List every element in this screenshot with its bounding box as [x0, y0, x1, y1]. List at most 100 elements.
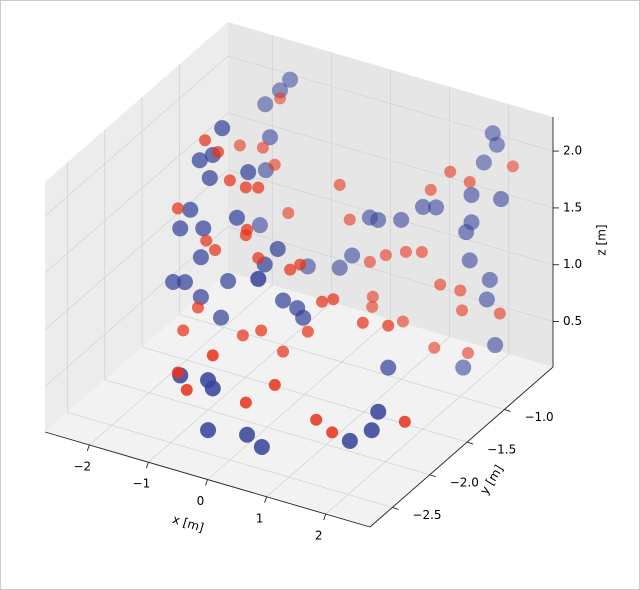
- point: [370, 211, 387, 228]
- y-tick-label: −2.5: [412, 508, 441, 522]
- point: [177, 324, 190, 337]
- grid-line: [266, 336, 450, 498]
- point: [456, 304, 469, 317]
- point: [399, 245, 412, 258]
- labels: −2 −1 0 1 2 −2.5 −2.0 −1.5 −1.0 0.5 1.0 1.5 2.0: [73, 144, 582, 543]
- point: [331, 259, 348, 276]
- point: [326, 426, 339, 439]
- point: [239, 396, 252, 409]
- point: [282, 207, 295, 220]
- point: [316, 295, 329, 308]
- point: [195, 220, 212, 237]
- point: [182, 201, 199, 218]
- point: [274, 92, 287, 105]
- point: [275, 292, 292, 309]
- point: [356, 316, 369, 329]
- point: [165, 274, 182, 291]
- point: [454, 284, 467, 297]
- point: [171, 202, 184, 215]
- tick-mark: [86, 444, 90, 452]
- point: [428, 341, 441, 354]
- z-axis-label: z [m]: [595, 224, 609, 255]
- point: [199, 134, 212, 147]
- point: [363, 255, 376, 268]
- point: [268, 378, 281, 391]
- point: [493, 307, 506, 320]
- point: [366, 290, 379, 303]
- tick-mark: [323, 513, 327, 521]
- z-tick-label: 2.0: [563, 144, 582, 158]
- point: [398, 415, 411, 428]
- x-tick-label: 2: [315, 529, 323, 543]
- points: [165, 71, 519, 455]
- grid-line: [179, 314, 505, 410]
- point: [255, 324, 268, 337]
- z-tick-label: 1.0: [563, 257, 582, 271]
- point: [428, 199, 445, 216]
- point: [251, 217, 268, 234]
- point: [236, 329, 249, 342]
- point: [213, 309, 229, 326]
- grid-line: [325, 353, 509, 515]
- grid-line: [44, 55, 229, 217]
- point: [204, 380, 221, 397]
- grid-line: [141, 346, 468, 443]
- point: [192, 249, 209, 266]
- point: [252, 181, 265, 194]
- point: [487, 337, 504, 354]
- point: [458, 224, 475, 241]
- point: [327, 293, 340, 306]
- tick-mark: [392, 506, 399, 510]
- point: [343, 213, 356, 226]
- point: [209, 243, 222, 256]
- point: [256, 141, 269, 154]
- point: [191, 152, 208, 169]
- grid: [44, 34, 559, 528]
- point: [461, 347, 474, 360]
- point: [233, 139, 246, 152]
- point: [463, 175, 476, 188]
- x-tick-label: −2: [73, 459, 91, 473]
- point: [478, 291, 495, 308]
- grid-line: [67, 412, 393, 508]
- point: [493, 191, 510, 208]
- z-tick-label: 0.5: [563, 314, 582, 328]
- grid-line: [89, 284, 273, 446]
- point: [366, 300, 379, 313]
- point: [415, 246, 428, 259]
- point: [379, 249, 392, 262]
- y-tick-label: −1.5: [487, 443, 516, 457]
- point: [396, 315, 409, 328]
- point: [506, 160, 519, 173]
- point: [212, 145, 225, 158]
- point: [461, 252, 478, 269]
- y-tick-label: −1.0: [524, 410, 553, 424]
- point: [223, 174, 236, 187]
- point: [253, 439, 270, 455]
- x-tick-label: 1: [256, 511, 264, 525]
- y-tick-label: −2.0: [450, 475, 479, 489]
- grid-line: [207, 319, 391, 480]
- point: [294, 258, 307, 271]
- tick-mark: [504, 409, 511, 412]
- point: [424, 183, 437, 196]
- point: [393, 211, 410, 228]
- point: [206, 349, 219, 362]
- tick-mark: [145, 462, 149, 469]
- point: [239, 181, 252, 194]
- point: [488, 136, 505, 153]
- point: [310, 413, 323, 426]
- point: [341, 432, 358, 449]
- point: [228, 209, 245, 226]
- point: [268, 158, 281, 171]
- point: [192, 288, 209, 305]
- point: [200, 234, 213, 247]
- point: [240, 164, 257, 181]
- point: [261, 129, 278, 146]
- point: [257, 96, 274, 113]
- point: [344, 247, 361, 264]
- point: [214, 120, 231, 137]
- grid-line: [44, 112, 229, 274]
- point: [463, 186, 480, 203]
